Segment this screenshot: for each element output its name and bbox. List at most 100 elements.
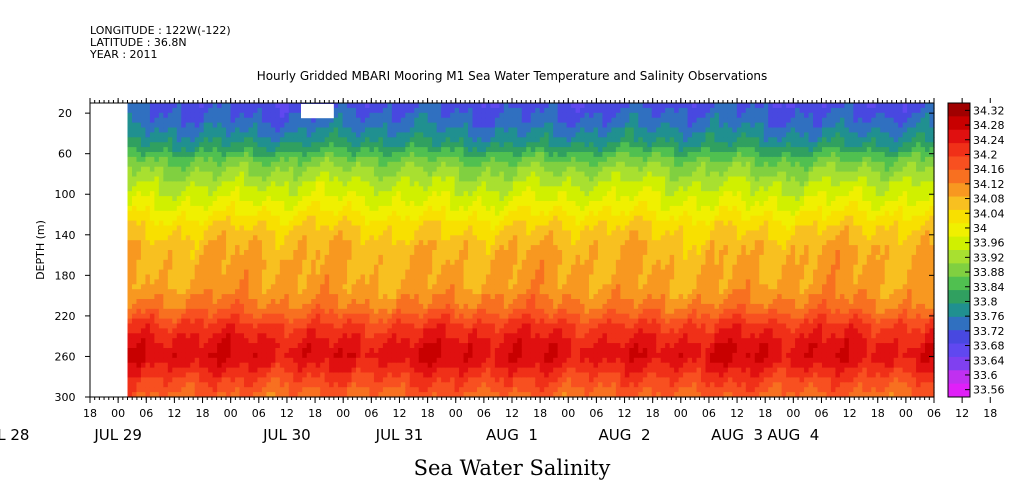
- heat-cell: [400, 284, 406, 290]
- heat-cell: [244, 166, 250, 173]
- heat-cell: [257, 313, 263, 320]
- heat-cell: [396, 205, 402, 212]
- heat-cell: [387, 264, 393, 271]
- heat-cell: [311, 137, 317, 143]
- heat-cell: [423, 117, 429, 124]
- heat-cell: [306, 308, 312, 315]
- heat-cell: [396, 215, 402, 222]
- heat-cell: [199, 176, 205, 182]
- heat-cell: [221, 254, 227, 261]
- heat-cell: [248, 196, 254, 202]
- heat-cell: [270, 176, 276, 182]
- heat-cell: [226, 279, 232, 285]
- heat-cell: [311, 201, 317, 207]
- heat-cell: [288, 284, 294, 290]
- heat-cell: [351, 147, 357, 153]
- heat-cell: [476, 392, 483, 398]
- heat-cell: [391, 117, 397, 124]
- heat-cell: [409, 313, 415, 320]
- heat-cell: [217, 338, 223, 344]
- heat-cell: [476, 171, 483, 178]
- heat-cell: [382, 196, 388, 202]
- heat-cell: [181, 156, 187, 163]
- heat-cell: [387, 367, 393, 374]
- heat-cell: [261, 132, 268, 138]
- heat-cell: [450, 259, 456, 266]
- heat-cell: [167, 269, 173, 276]
- heat-cell: [199, 299, 205, 305]
- heat-cell: [154, 117, 160, 124]
- heat-cell: [414, 274, 420, 280]
- heat-cell: [293, 156, 299, 163]
- heat-cell: [468, 186, 474, 192]
- heat-cell: [364, 303, 371, 310]
- heat-cell: [463, 299, 469, 305]
- heat-cell: [185, 333, 191, 339]
- heat-cell: [131, 137, 138, 143]
- heat-cell: [445, 235, 451, 241]
- heat-cell: [441, 269, 447, 276]
- heat-cell: [405, 132, 411, 138]
- heat-cell: [154, 259, 160, 266]
- heat-cell: [400, 274, 406, 280]
- heat-cell: [279, 201, 285, 207]
- heat-cell: [320, 161, 326, 168]
- heat-cell: [333, 225, 339, 231]
- heat-cell: [208, 392, 214, 398]
- heat-cell: [208, 103, 214, 109]
- heat-cell: [203, 117, 209, 124]
- heat-cell: [163, 225, 169, 231]
- heat-cell: [297, 279, 303, 285]
- heat-cell: [270, 352, 276, 359]
- heat-cell: [131, 372, 138, 378]
- heat-cell: [396, 166, 402, 173]
- heat-cell: [127, 279, 133, 285]
- heat-cell: [136, 328, 142, 334]
- heat-cell: [378, 279, 384, 285]
- heat-cell: [176, 181, 182, 187]
- heat-cell: [131, 362, 138, 369]
- heat-cell: [476, 313, 483, 320]
- heat-cell: [382, 294, 388, 300]
- heat-cell: [163, 387, 169, 393]
- heat-cell: [217, 196, 223, 202]
- heat-cell: [199, 352, 205, 359]
- heat-cell: [194, 235, 200, 241]
- heat-cell: [320, 156, 326, 163]
- heat-cell: [418, 127, 424, 133]
- heat-cell: [248, 348, 254, 354]
- heat-cell: [324, 235, 330, 241]
- heat-cell: [329, 142, 335, 148]
- heat-cell: [302, 122, 308, 129]
- heat-cell: [459, 152, 465, 158]
- heat-cell: [459, 382, 465, 388]
- heat-cell: [441, 205, 447, 212]
- heat-cell: [418, 264, 424, 271]
- heat-cell: [490, 132, 496, 138]
- heat-cell: [320, 352, 326, 359]
- heat-cell: [338, 392, 344, 398]
- heat-cell: [176, 313, 182, 320]
- heat-cell: [275, 372, 281, 378]
- heat-cell: [221, 328, 227, 334]
- heat-cell: [176, 294, 182, 300]
- heat-cell: [252, 392, 259, 398]
- heat-cell: [275, 235, 281, 241]
- heat-cell: [360, 308, 366, 315]
- heat-cell: [364, 377, 371, 383]
- heat-cell: [212, 147, 218, 153]
- heat-cell: [163, 142, 169, 148]
- heat-cell: [360, 210, 366, 217]
- heat-cell: [485, 127, 492, 133]
- heat-cell: [441, 201, 447, 207]
- heat-cell: [378, 205, 384, 212]
- heat-cell: [149, 186, 155, 192]
- heat-cell: [176, 127, 182, 133]
- heat-cell: [226, 348, 232, 354]
- heat-cell: [288, 289, 294, 295]
- heat-cell: [212, 318, 218, 325]
- heat-cell: [176, 205, 182, 212]
- heat-cell: [333, 362, 339, 369]
- heat-cell: [221, 161, 227, 168]
- heat-cell: [284, 357, 290, 364]
